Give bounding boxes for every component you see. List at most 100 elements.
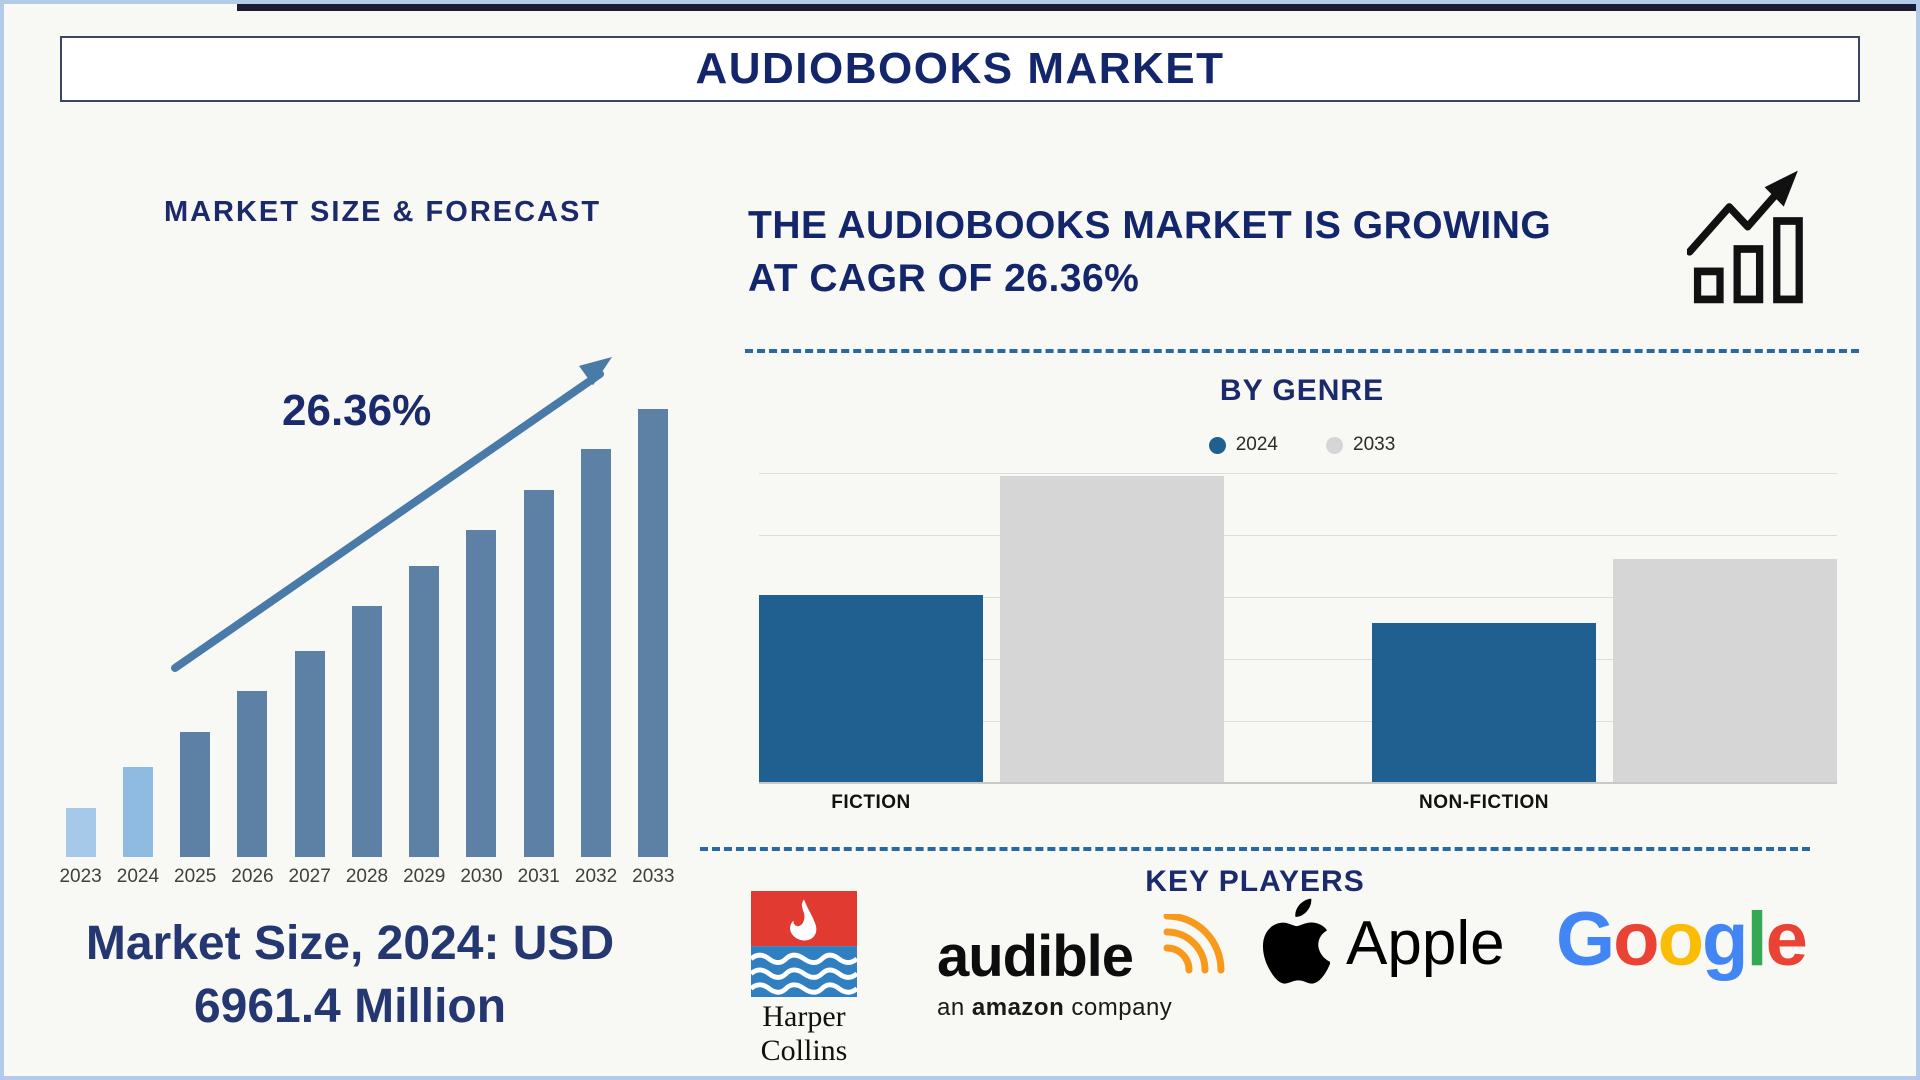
apple-wordmark: Apple [1346,908,1505,978]
harpercollins-line1: Harper [762,1000,846,1033]
apple-silhouette [1262,898,1330,984]
gridline [759,473,1837,474]
market-bar-column-2031 [510,490,567,857]
market-size-bar-chart [52,397,682,857]
harpercollins-line2: Collins [760,1033,848,1067]
apple-logo: Apple [1262,898,1505,988]
genre-bar-non-fiction-2024 [1372,623,1596,782]
hc-flame-shape [790,899,817,941]
icon-bar-medium [1733,245,1764,304]
harpercollins-logo-icon [751,891,857,997]
genre-legend: 2024 2033 [745,434,1859,456]
audible-arc-1 [1163,944,1193,974]
divider-dashed-bottom [700,847,1810,851]
genre-bar-fiction-2024 [759,595,983,782]
legend-label-2033: 2033 [1353,434,1396,455]
google-letter-o: o [1613,897,1659,982]
category-label-nonfiction: NON-FICTION [1418,792,1550,813]
market-bar-2028 [351,606,382,857]
trend-arrow [171,357,612,672]
market-bar-2024 [122,767,153,857]
headline-line1: THE AUDIOBOOKS MARKET IS GROWING [748,204,1552,247]
market-bar-column-2026 [224,691,281,857]
cagr-label: 26.36% [282,386,432,435]
year-label-2032: 2032 [574,866,618,887]
market-bar-2030 [466,530,497,857]
year-label-2023: 2023 [59,866,102,887]
market-bar-2027 [294,651,325,857]
divider-dashed-top [745,349,1859,353]
hc-wave-line-3 [751,982,857,995]
google-letter-g: g [1702,897,1748,982]
google-letter-l: l [1746,897,1767,982]
genre-section-title: BY GENRE [1219,374,1385,407]
audible-tagline-post: company [1064,994,1173,1021]
market-bar-2025 [180,732,211,857]
category-label-fiction: FICTION [831,792,911,813]
growth-chart-icon [1687,170,1803,304]
year-label-2029: 2029 [403,866,446,887]
audible-soundwave-icon [1163,914,1225,974]
legend-dot-2033 [1326,436,1343,454]
legend-dot-2024 [1208,436,1226,454]
genre-bar-chart [759,470,1837,784]
genre-bar-fiction-2033 [1000,476,1224,782]
icon-bar-tall [1773,217,1803,304]
top-edge-line [237,4,1916,11]
market-size-caption: Market Size, 2024: USD 6961.4 Million [30,912,670,1039]
google-letter-e: e [1765,897,1808,982]
key-players-title: KEY PLAYERS [1145,865,1365,898]
year-label-2025: 2025 [174,866,217,887]
market-bar-column-2028 [338,606,395,857]
gridline [759,597,1837,598]
legend-item-2024: 2024 [1208,434,1278,456]
audible-logo: audible an amazon company [937,914,1237,1022]
caption-line2: 6961.4 Million [193,980,507,1034]
year-label-2027: 2027 [288,866,331,887]
market-bar-2026 [237,691,268,857]
market-bar-column-2032 [567,449,624,857]
page-title: AUDIOBOOKS MARKET [695,44,1225,93]
year-label-2031: 2031 [517,866,560,887]
right-headline: THE AUDIOBOOKS MARKET IS GROWING AT CAGR… [748,200,1688,305]
google-logo: Google [1556,902,1808,978]
audible-tagline: an amazon company [937,994,1237,1022]
gridline [759,535,1837,536]
title-banner: AUDIOBOOKS MARKET [60,36,1860,102]
audible-tagline-amazon: amazon [971,994,1065,1021]
market-bar-2029 [409,566,440,857]
market-size-section-title: MARKET SIZE & FORECAST [163,196,602,228]
google-letter-o: o [1657,897,1704,982]
audible-arc-2 [1163,928,1209,974]
market-bar-column-2033 [625,409,682,857]
icon-arrow-head [1764,170,1798,207]
market-bar-2033 [638,409,669,857]
gridline [759,659,1837,660]
market-bar-column-2023 [52,808,109,857]
audible-tagline-pre: an [937,994,972,1021]
market-bar-column-2029 [396,566,453,857]
year-label-2026: 2026 [231,866,274,887]
market-bar-column-2024 [109,767,166,857]
market-bar-column-2027 [281,651,338,857]
audible-arc-3 [1163,914,1225,974]
icon-arrow-line [1687,183,1786,256]
hc-wave-line-1 [751,952,857,965]
year-axis-labels: 2023 2024 2025 2026 2027 2028 2029 2030 2031 2032… [52,866,682,888]
headline-line2: AT CAGR OF 26.36% [748,256,1140,300]
market-bar-2032 [581,449,612,857]
gridline [759,721,1837,722]
legend-item-2033: 2033 [1326,434,1395,456]
apple-icon [1262,898,1330,984]
legend-label-2024: 2024 [1235,434,1278,455]
hc-wave-line-2 [751,967,857,980]
year-label-2030: 2030 [460,866,503,887]
market-bar-2031 [523,490,554,857]
market-bar-column-2025 [167,732,224,857]
trend-arrow-shaft [171,370,604,672]
x-axis-baseline [759,782,1837,784]
icon-bar-small [1693,267,1724,304]
google-letter-G: G [1556,897,1615,982]
market-bar-2023 [65,808,96,857]
trend-arrow-head [579,357,612,386]
